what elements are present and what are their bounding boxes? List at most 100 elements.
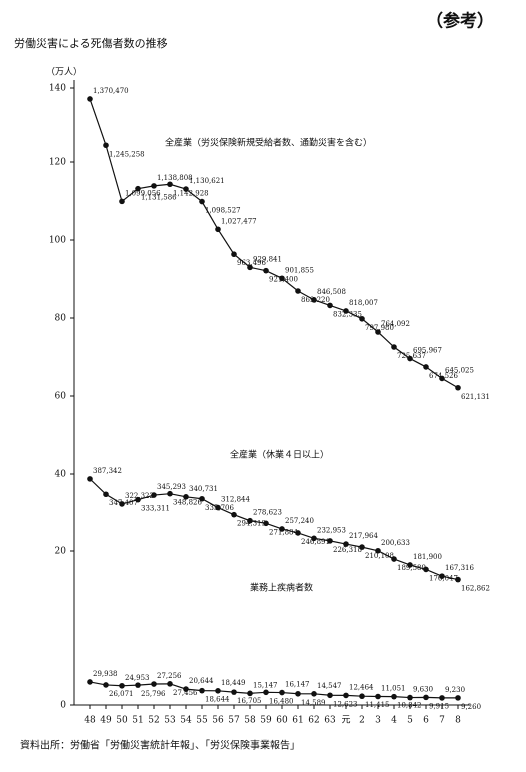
data-label: 9,915 <box>429 702 449 710</box>
y-tick-label: 40 <box>55 470 67 480</box>
data-point <box>327 302 333 309</box>
page-label: （参考） <box>426 11 494 32</box>
data-label: 14,547 <box>317 682 342 690</box>
data-point <box>199 495 205 502</box>
data-label: 278,623 <box>253 509 282 517</box>
data-label: 226,318 <box>333 546 362 554</box>
source: 資料出所：労働省「労働災害統計年報」、「労災保険事業報告」 <box>20 739 300 752</box>
chart-title: 労働災害による死傷者数の推移 <box>14 36 168 50</box>
data-point <box>391 693 397 700</box>
data-point <box>375 329 381 335</box>
data-point <box>295 530 301 536</box>
y-tick-label: 80 <box>55 314 67 324</box>
data-label: 621,131 <box>461 393 490 401</box>
x-tick-label: 50 <box>116 716 128 726</box>
y-tick-label: 100 <box>49 236 66 246</box>
data-point <box>423 364 429 370</box>
data-point <box>151 492 157 498</box>
x-tick-label: 54 <box>180 716 192 726</box>
x-tick-label: 57 <box>228 716 240 726</box>
y-tick-label: 120 <box>49 158 66 168</box>
data-point <box>151 183 157 189</box>
data-point <box>119 198 125 205</box>
data-point <box>167 490 173 497</box>
data-point <box>199 198 205 205</box>
data-point <box>247 517 253 524</box>
data-label: 9,260 <box>461 703 481 711</box>
data-label: 210,108 <box>365 552 394 560</box>
x-tick-label: 58 <box>244 716 256 726</box>
data-point <box>439 695 445 701</box>
data-point <box>455 695 461 701</box>
data-label: 818,007 <box>349 299 378 307</box>
data-point <box>311 297 317 303</box>
x-tick-label: 51 <box>132 716 143 726</box>
data-point <box>423 694 429 701</box>
data-point <box>247 690 253 697</box>
x-tick-label: 60 <box>276 716 288 726</box>
data-label: 695,967 <box>413 347 442 355</box>
data-label: 12,464 <box>349 683 374 691</box>
data-point <box>455 384 461 391</box>
data-label: 27,456 <box>173 689 198 697</box>
data-point <box>215 504 221 511</box>
data-label: 1,142,928 <box>173 189 209 197</box>
data-label: 257,240 <box>285 517 314 525</box>
data-label: 26,071 <box>109 690 134 698</box>
data-label: 1,138,808 <box>157 174 193 182</box>
data-point <box>231 511 237 518</box>
data-point <box>167 681 173 687</box>
data-point <box>87 476 93 482</box>
data-label: 14,589 <box>301 699 326 707</box>
data-label: 18,644 <box>205 696 230 704</box>
data-point <box>439 375 445 382</box>
data-label: 846,508 <box>317 288 346 296</box>
x-tick-label: 4 <box>391 716 397 726</box>
data-label: 340,731 <box>189 485 218 493</box>
data-point <box>295 288 301 294</box>
x-tick-label: 52 <box>148 716 159 726</box>
data-point <box>119 501 125 507</box>
data-point <box>183 686 189 692</box>
data-point <box>103 682 109 688</box>
data-point <box>295 690 301 697</box>
data-point <box>343 541 349 547</box>
data-point <box>199 687 205 694</box>
data-point <box>167 181 173 188</box>
data-label: 929,841 <box>253 255 282 263</box>
data-label: 963,496 <box>237 259 266 267</box>
data-point <box>135 682 141 688</box>
x-tick-label: 48 <box>84 716 96 726</box>
data-point <box>87 96 93 102</box>
data-point <box>375 693 381 700</box>
x-tick-label: 63 <box>324 716 336 726</box>
data-point <box>279 689 285 696</box>
data-point <box>359 693 365 700</box>
data-point <box>263 520 269 527</box>
data-point <box>455 576 461 583</box>
x-tick-label: 6 <box>423 716 429 726</box>
data-point <box>135 185 141 192</box>
data-label: 24,953 <box>125 674 150 682</box>
x-tick-label: 62 <box>308 716 319 726</box>
data-label: 294,319 <box>237 520 266 528</box>
data-label: 1,098,527 <box>205 207 241 215</box>
data-label: 29,938 <box>93 670 118 678</box>
data-label: 387,342 <box>93 467 122 475</box>
data-label: 167,316 <box>445 564 474 572</box>
data-point <box>263 267 269 274</box>
data-label: 9,630 <box>413 686 433 694</box>
data-point <box>407 694 413 701</box>
data-point <box>247 264 253 271</box>
data-point <box>263 689 269 696</box>
data-point <box>183 186 189 192</box>
y-tick-label: 60 <box>55 392 67 402</box>
data-point <box>103 142 109 149</box>
data-point <box>343 308 349 314</box>
data-label: 16,147 <box>285 681 310 689</box>
data-label: 348,826 <box>173 499 202 507</box>
series-name: 全産業（労災保険新規受給者数、通勤災害を含む） <box>165 137 372 149</box>
y-tick-label: 20 <box>55 547 67 557</box>
data-label: 246,891 <box>301 538 330 546</box>
data-point <box>103 491 109 498</box>
